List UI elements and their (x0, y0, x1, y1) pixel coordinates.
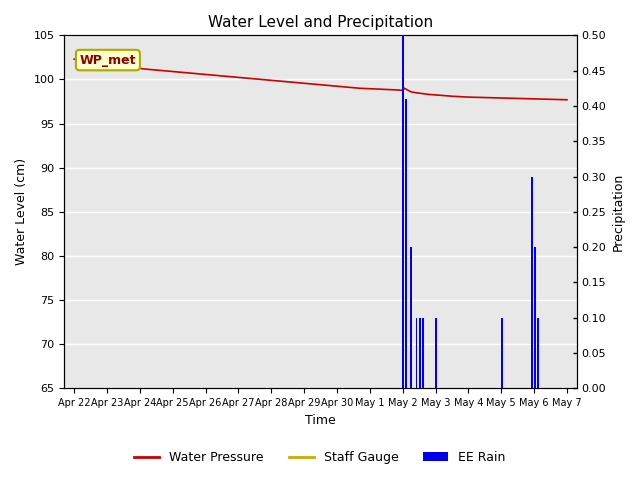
Bar (419, 318, 420, 388)
Y-axis label: Water Level (cm): Water Level (cm) (15, 158, 28, 265)
Bar (501, 318, 503, 388)
Legend: Water Pressure, Staff Gauge, EE Rain: Water Pressure, Staff Gauge, EE Rain (129, 446, 511, 469)
Bar (531, 177, 534, 388)
Bar (422, 318, 424, 388)
Text: WP_met: WP_met (79, 54, 136, 67)
X-axis label: Time: Time (305, 414, 336, 427)
Bar (537, 318, 539, 388)
Bar (410, 247, 412, 388)
Bar (435, 318, 437, 388)
Bar (405, 99, 407, 388)
Bar (534, 247, 536, 388)
Title: Water Level and Precipitation: Water Level and Precipitation (208, 15, 433, 30)
Bar (415, 318, 417, 388)
Y-axis label: Precipitation: Precipitation (612, 173, 625, 251)
Bar (403, 36, 404, 388)
